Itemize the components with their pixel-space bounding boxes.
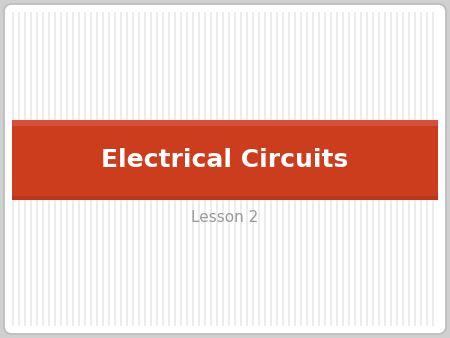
Bar xyxy=(372,12,374,326)
Bar xyxy=(312,12,314,326)
Bar xyxy=(66,12,68,326)
Bar xyxy=(204,12,206,326)
Bar xyxy=(12,120,438,200)
Bar xyxy=(336,12,338,326)
Bar xyxy=(180,12,182,326)
Bar xyxy=(138,12,140,326)
Bar xyxy=(192,12,194,326)
Bar xyxy=(108,12,110,326)
Bar xyxy=(354,12,356,326)
Bar xyxy=(342,12,344,326)
Bar xyxy=(144,12,146,326)
Bar xyxy=(48,12,50,326)
Bar xyxy=(210,12,212,326)
Bar xyxy=(126,12,128,326)
Bar xyxy=(306,12,308,326)
Bar xyxy=(402,12,404,326)
Bar xyxy=(78,12,80,326)
Bar xyxy=(96,12,98,326)
Bar xyxy=(216,12,218,326)
Bar xyxy=(246,12,248,326)
Bar xyxy=(36,12,38,326)
Bar xyxy=(84,12,86,326)
Bar xyxy=(198,12,200,326)
Bar xyxy=(72,12,74,326)
Bar xyxy=(258,12,260,326)
FancyBboxPatch shape xyxy=(4,4,446,334)
Bar xyxy=(222,12,224,326)
Bar xyxy=(426,12,428,326)
Bar xyxy=(234,12,236,326)
Bar xyxy=(270,12,272,326)
Bar xyxy=(408,12,410,326)
Bar xyxy=(324,12,326,326)
Bar xyxy=(114,12,116,326)
Bar xyxy=(30,12,32,326)
Bar xyxy=(348,12,350,326)
Bar xyxy=(174,12,176,326)
Bar xyxy=(396,12,398,326)
Bar xyxy=(12,120,438,126)
Bar xyxy=(102,12,104,326)
Bar xyxy=(282,12,284,326)
Bar xyxy=(252,12,254,326)
Bar xyxy=(300,12,302,326)
Bar xyxy=(378,12,380,326)
Bar xyxy=(294,12,296,326)
Text: Electrical Circuits: Electrical Circuits xyxy=(101,148,349,172)
Bar xyxy=(54,12,56,326)
Bar xyxy=(12,12,14,326)
Bar xyxy=(150,12,152,326)
Bar xyxy=(60,12,62,326)
Bar xyxy=(228,12,230,326)
Bar xyxy=(414,12,416,326)
Bar xyxy=(240,12,242,326)
Bar xyxy=(168,12,170,326)
Bar xyxy=(24,12,26,326)
Bar xyxy=(384,12,386,326)
Bar xyxy=(162,12,164,326)
Bar xyxy=(18,12,20,326)
Bar xyxy=(12,196,438,200)
Bar xyxy=(276,12,278,326)
Bar xyxy=(120,12,122,326)
Bar xyxy=(288,12,290,326)
Bar xyxy=(366,12,368,326)
Bar xyxy=(264,12,266,326)
Bar xyxy=(360,12,362,326)
Bar xyxy=(186,12,188,326)
Bar xyxy=(42,12,44,326)
Bar xyxy=(90,12,92,326)
Bar xyxy=(330,12,332,326)
Bar xyxy=(318,12,320,326)
Bar xyxy=(156,12,158,326)
Bar xyxy=(420,12,422,326)
Bar xyxy=(132,12,134,326)
Bar xyxy=(390,12,392,326)
Text: Lesson 2: Lesson 2 xyxy=(191,211,259,225)
Bar xyxy=(432,12,434,326)
